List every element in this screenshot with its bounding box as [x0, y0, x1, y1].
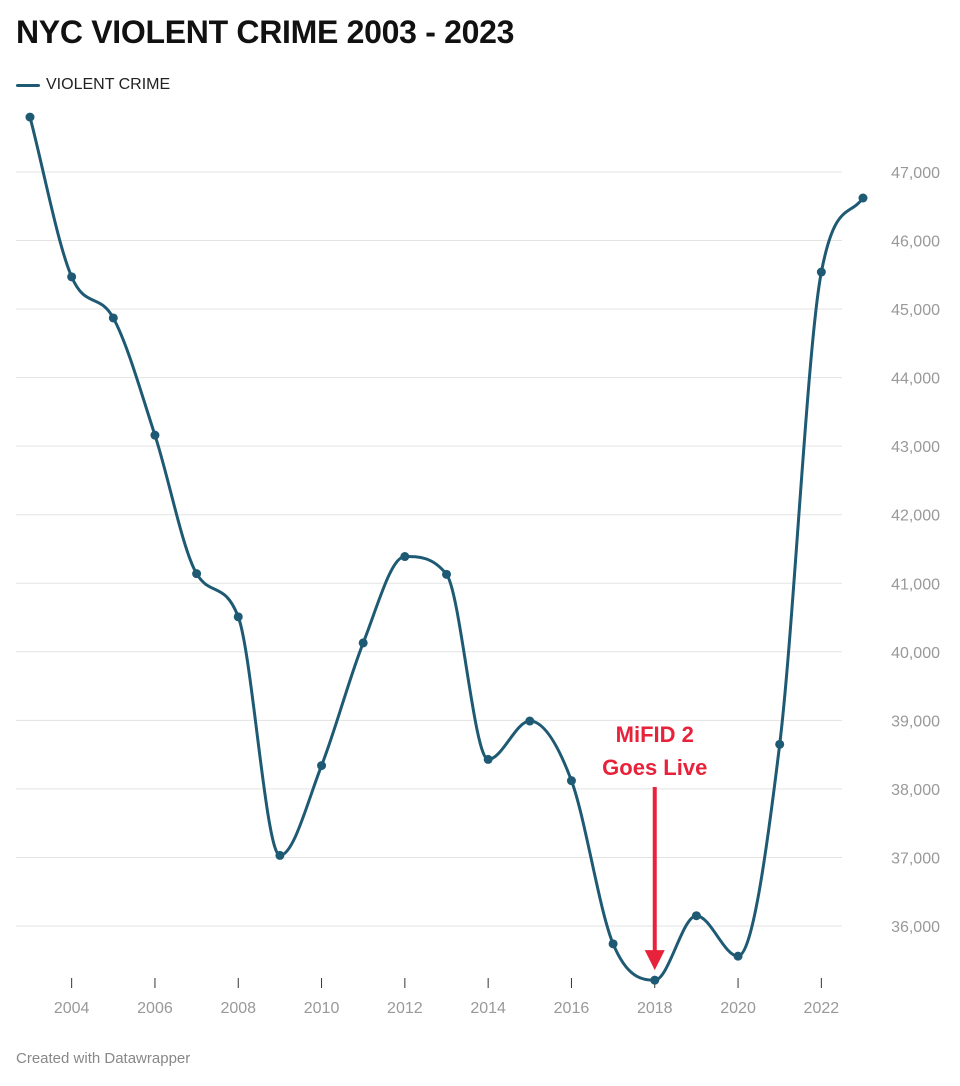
x-tick-label: 2016: [554, 1000, 590, 1017]
annotation-line-1: MiFID 2: [616, 722, 694, 747]
chart-title: NYC VIOLENT CRIME 2003 - 2023: [16, 14, 515, 50]
data-point: [358, 638, 368, 648]
y-tick-label: 42,000: [891, 508, 940, 525]
annotation-arrow-head: [644, 950, 665, 971]
data-point: [275, 850, 285, 860]
x-tick-label: 2006: [137, 1000, 173, 1017]
y-tick-label: 41,000: [891, 576, 940, 593]
data-point: [233, 612, 243, 622]
y-tick-label: 46,000: [891, 234, 940, 251]
grid-lines: [16, 171, 842, 927]
y-tick-label: 36,000: [891, 919, 940, 936]
x-tick-label: 2010: [304, 1000, 340, 1017]
credit-text: Created with Datawrapper: [16, 1050, 191, 1067]
y-tick-label: 38,000: [891, 782, 940, 799]
x-tick-label: 2020: [720, 1000, 756, 1017]
x-tick-label: 2012: [387, 1000, 423, 1017]
x-tick-label: 2018: [637, 1000, 673, 1017]
data-point: [566, 776, 576, 786]
y-tick-label: 39,000: [891, 713, 940, 730]
data-point: [192, 569, 202, 579]
y-axis-ticks: 36,000 37,000 38,000 39,000 40,000 41,000 42,0…: [891, 165, 940, 936]
data-point: [25, 112, 35, 122]
data-point: [483, 754, 493, 764]
y-tick-label: 45,000: [891, 302, 940, 319]
y-tick-label: 47,000: [891, 165, 940, 182]
x-axis-ticks: 2004 2006 2008 2010 2012 2014 2016 2018 2020 2022: [54, 978, 839, 1017]
data-point: [816, 267, 826, 277]
legend-label: VIOLENT CRIME: [46, 76, 171, 93]
data-points: [25, 112, 868, 985]
legend-line-swatch: [16, 83, 40, 87]
data-point: [442, 569, 451, 579]
data-point: [150, 430, 160, 440]
data-point: [650, 975, 660, 985]
data-point: [108, 313, 118, 323]
y-tick-label: 37,000: [891, 850, 940, 867]
data-point: [858, 193, 868, 203]
legend: VIOLENT CRIME: [16, 76, 170, 94]
x-tick-label: 2004: [54, 1000, 90, 1017]
x-tick-label: 2022: [804, 1000, 840, 1017]
data-point: [691, 911, 701, 921]
violent-crime-line: [28, 115, 865, 982]
data-point: [67, 272, 77, 282]
x-tick-label: 2008: [220, 1000, 256, 1017]
y-tick-label: 43,000: [891, 439, 940, 456]
data-point: [317, 761, 327, 771]
data-point: [608, 939, 618, 949]
y-tick-label: 44,000: [891, 371, 940, 388]
y-tick-label: 40,000: [891, 645, 940, 662]
x-tick-label: 2014: [470, 1000, 506, 1017]
data-point: [733, 951, 743, 961]
annotation: MiFID 2 Goes Live: [602, 722, 707, 971]
data-point: [775, 739, 785, 749]
annotation-line-2: Goes Live: [602, 755, 707, 780]
data-point: [400, 552, 410, 562]
data-point: [525, 716, 535, 726]
